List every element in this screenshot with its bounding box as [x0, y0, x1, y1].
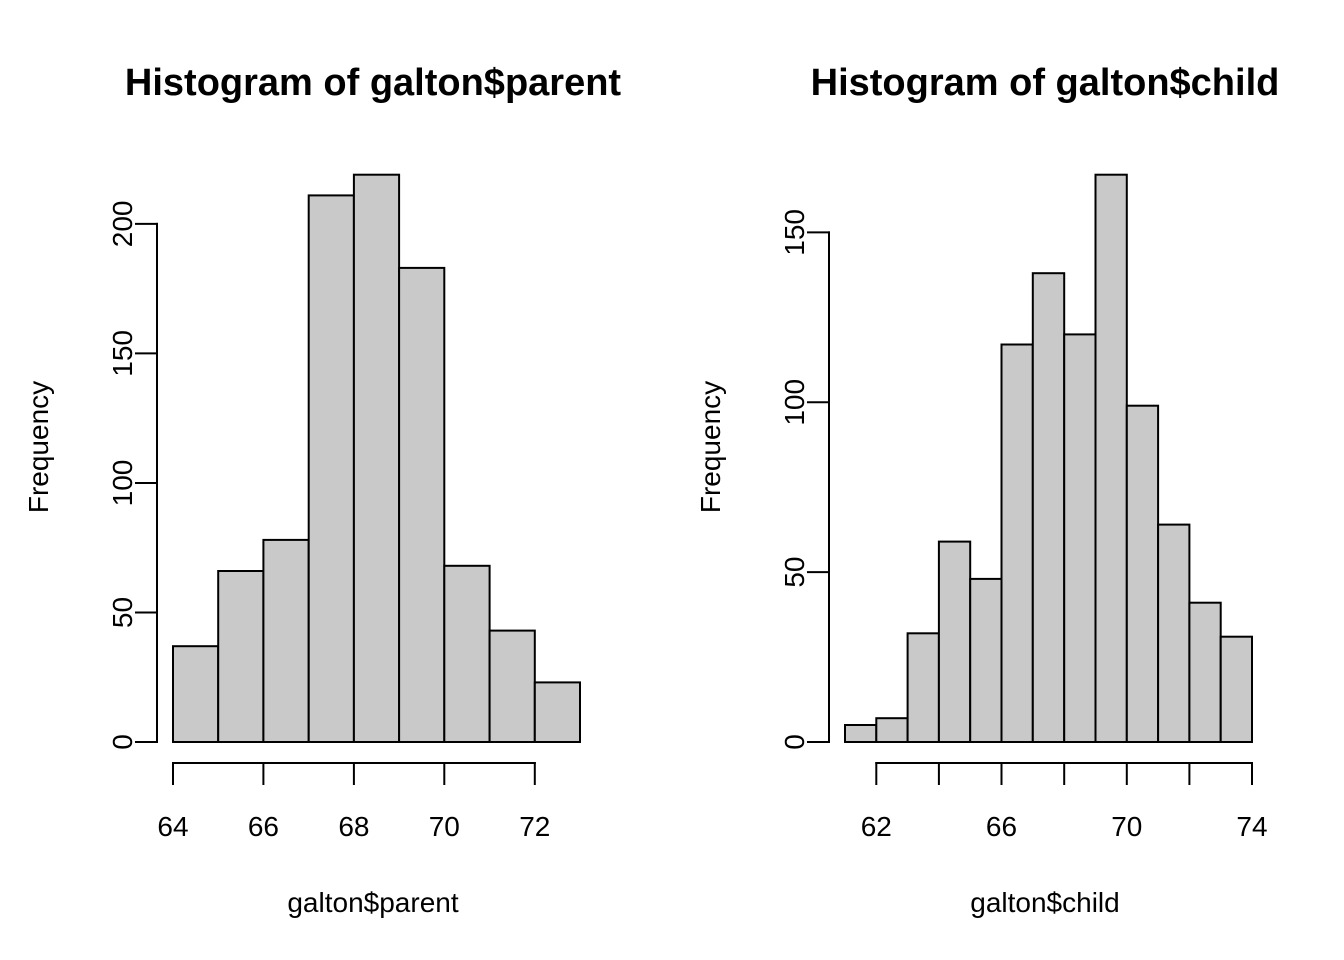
histogram-bar	[533, 681, 581, 744]
histogram-bar	[217, 570, 265, 743]
plot-area: 0 50 100 150 62 66 70 74	[779, 173, 1268, 842]
x-tick-label: 64	[157, 811, 188, 842]
y-tick-label: 150	[779, 209, 810, 256]
y-axis-label: Frequency	[23, 381, 54, 513]
histogram-bar	[1094, 173, 1128, 743]
chart-title: Histogram of galton$parent	[125, 62, 621, 104]
histogram-bar	[937, 540, 972, 743]
histogram-parent-panel: Histogram of galton$parent galton$parent…	[23, 62, 621, 918]
histogram-bar	[1031, 272, 1066, 743]
histogram-bar	[398, 266, 446, 743]
histogram-bar	[262, 538, 310, 744]
histogram-bar	[443, 564, 491, 743]
histogram-bar	[906, 632, 940, 743]
histogram-bar	[1157, 523, 1191, 743]
x-tick-label: 70	[429, 811, 460, 842]
y-tick-label: 0	[779, 734, 810, 750]
histogram-bar	[307, 194, 355, 743]
histogram-bar	[844, 724, 878, 743]
histogram-bar	[875, 717, 909, 744]
y-tick-label: 100	[107, 460, 138, 507]
x-tick-label: 70	[1111, 811, 1142, 842]
plot-area: 0 50 100 150 200 64 66 68 70 72	[107, 173, 581, 842]
y-tick-label: 0	[107, 734, 138, 750]
histogram-bar	[1188, 601, 1222, 744]
chart-title: Histogram of galton$child	[811, 62, 1280, 104]
x-tick-label: 68	[338, 811, 369, 842]
x-axis-label: galton$parent	[287, 887, 458, 918]
y-tick-label: 50	[779, 557, 810, 588]
x-tick-label: 66	[986, 811, 1017, 842]
x-axis-label: galton$child	[970, 887, 1119, 918]
x-tick-label: 72	[519, 811, 550, 842]
y-tick-label: 200	[107, 201, 138, 248]
histogram-bar	[1125, 404, 1160, 743]
histogram-bar	[488, 629, 536, 743]
histogram-bar	[1000, 343, 1034, 743]
histogram-bar	[352, 173, 401, 743]
y-axis-label: Frequency	[695, 381, 726, 513]
histogram-child-panel: Histogram of galton$child galton$child F…	[695, 62, 1280, 918]
x-tick-label: 66	[248, 811, 279, 842]
x-tick-label: 62	[861, 811, 892, 842]
histogram-bar	[969, 577, 1003, 744]
y-tick-label: 150	[107, 330, 138, 377]
x-tick-label: 74	[1236, 811, 1267, 842]
y-tick-label: 50	[107, 597, 138, 628]
histogram-bar	[172, 645, 220, 744]
histogram-bar	[1063, 333, 1097, 743]
y-tick-label: 100	[779, 379, 810, 426]
histogram-bar	[1219, 635, 1254, 744]
